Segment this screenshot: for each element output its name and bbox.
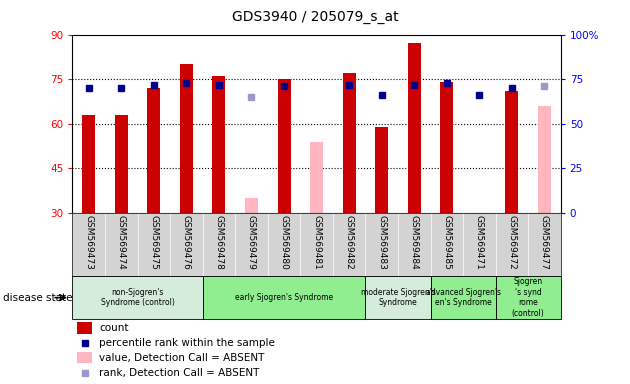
- Text: GSM569476: GSM569476: [182, 215, 191, 270]
- Text: GSM569473: GSM569473: [84, 215, 93, 270]
- Bar: [430, 276, 496, 319]
- Text: percentile rank within the sample: percentile rank within the sample: [100, 338, 275, 348]
- Bar: [115, 115, 128, 213]
- Text: GDS3940 / 205079_s_at: GDS3940 / 205079_s_at: [232, 10, 398, 23]
- Bar: [505, 91, 518, 213]
- Bar: [365, 276, 430, 319]
- Text: count: count: [100, 323, 129, 333]
- Bar: [203, 276, 365, 319]
- Bar: [77, 322, 92, 334]
- Text: value, Detection Call = ABSENT: value, Detection Call = ABSENT: [100, 353, 265, 362]
- Bar: [147, 88, 161, 213]
- Text: disease state: disease state: [3, 293, 72, 303]
- Text: GSM569482: GSM569482: [345, 215, 353, 270]
- Text: GSM569474: GSM569474: [117, 215, 126, 270]
- Text: GSM569480: GSM569480: [280, 215, 289, 270]
- Text: GSM569484: GSM569484: [410, 215, 419, 270]
- Bar: [310, 142, 323, 213]
- Bar: [278, 79, 290, 213]
- Bar: [245, 198, 258, 213]
- Text: Sjogren
's synd
rome
(control): Sjogren 's synd rome (control): [512, 278, 544, 318]
- Bar: [72, 276, 203, 319]
- Bar: [343, 73, 355, 213]
- Text: GSM569471: GSM569471: [475, 215, 484, 270]
- Text: non-Sjogren's
Syndrome (control): non-Sjogren's Syndrome (control): [101, 288, 175, 307]
- Text: GSM569479: GSM569479: [247, 215, 256, 270]
- Bar: [77, 352, 92, 364]
- Bar: [375, 127, 388, 213]
- Text: GSM569477: GSM569477: [540, 215, 549, 270]
- Text: GSM569472: GSM569472: [507, 215, 517, 270]
- Bar: [440, 82, 454, 213]
- Bar: [180, 65, 193, 213]
- Text: GSM569485: GSM569485: [442, 215, 451, 270]
- Bar: [496, 276, 561, 319]
- Text: GSM569475: GSM569475: [149, 215, 158, 270]
- Bar: [408, 43, 421, 213]
- Text: rank, Detection Call = ABSENT: rank, Detection Call = ABSENT: [100, 368, 260, 378]
- Text: GSM569481: GSM569481: [312, 215, 321, 270]
- Text: GSM569478: GSM569478: [214, 215, 224, 270]
- Text: advanced Sjogren's
en's Syndrome: advanced Sjogren's en's Syndrome: [425, 288, 501, 307]
- Text: early Sjogren's Syndrome: early Sjogren's Syndrome: [235, 293, 333, 302]
- Bar: [212, 76, 226, 213]
- Bar: [538, 106, 551, 213]
- Bar: [82, 115, 95, 213]
- Text: GSM569483: GSM569483: [377, 215, 386, 270]
- Text: moderate Sjogren's
Syndrome: moderate Sjogren's Syndrome: [360, 288, 435, 307]
